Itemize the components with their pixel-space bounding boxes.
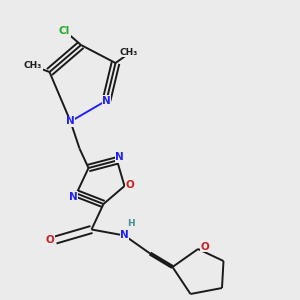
Text: H: H — [127, 219, 134, 228]
Text: O: O — [200, 242, 209, 252]
Text: N: N — [115, 152, 124, 163]
Text: N: N — [102, 95, 111, 106]
Text: N: N — [66, 116, 75, 127]
Text: CH₃: CH₃ — [120, 48, 138, 57]
Text: N: N — [120, 230, 129, 241]
Text: N: N — [69, 191, 78, 202]
Text: O: O — [46, 235, 55, 245]
Text: O: O — [125, 179, 134, 190]
Text: CH₃: CH₃ — [24, 61, 42, 70]
Text: Cl: Cl — [59, 26, 70, 37]
